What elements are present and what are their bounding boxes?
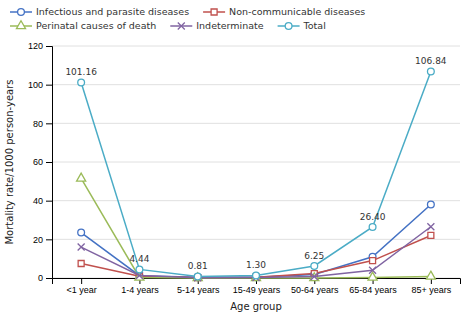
marks [77, 68, 436, 281]
legend-marker [285, 23, 292, 30]
y-tick-mark [46, 278, 52, 279]
y-tick-mark [46, 85, 52, 86]
point-marker [77, 173, 86, 181]
x-axis-title: Age group [230, 301, 282, 312]
point-marker [428, 232, 434, 238]
point-marker [427, 68, 434, 75]
legend-item: Total [278, 20, 326, 31]
y-tick: 80 [33, 119, 52, 129]
legend-item: Non-communicable diseases [203, 6, 365, 17]
y-tick-label: 100 [28, 80, 43, 90]
data-label: 106.84 [415, 56, 447, 66]
x-tick-label: 5-14 years [177, 285, 220, 295]
grid [52, 46, 460, 278]
y-tick-mark [46, 46, 52, 47]
point-marker [370, 258, 376, 264]
point-marker [251, 273, 260, 281]
point-marker [194, 273, 201, 280]
series-line [81, 71, 431, 276]
x-tick-label: 15-49 years [233, 285, 281, 295]
y-tick-mark [46, 239, 52, 240]
y-tick: 40 [33, 196, 52, 206]
y-tick-label: 40 [33, 196, 43, 206]
x-tick-label: <1 year [67, 285, 97, 295]
data-label: 101.16 [65, 67, 97, 77]
y-axis: 0 20 40 60 80 100 120 [28, 41, 53, 283]
x-tick: <1 year [67, 278, 97, 295]
legend-item: Perinatal causes of death [10, 20, 156, 31]
data-label: 6.25 [304, 251, 324, 261]
y-tick-label: 60 [33, 157, 43, 167]
point-marker [78, 79, 85, 86]
legend-item: Infectious and parasite diseases [10, 6, 189, 17]
data-label: 26.40 [360, 212, 386, 222]
grid-line [52, 162, 460, 163]
point-marker [426, 271, 435, 279]
data-label: 1.30 [246, 260, 266, 270]
x-tick-label: 50-64 years [291, 285, 339, 295]
plot: 0 20 40 60 80 100 120 <1 year 1-4 years 5-14 year… [28, 41, 461, 295]
y-axis-line [46, 47, 53, 279]
data-label: 0.81 [188, 261, 208, 271]
grid-line [52, 84, 460, 85]
point-marker [311, 273, 318, 280]
point-marker [311, 263, 318, 270]
legend-marker [211, 9, 217, 15]
point-marker [78, 244, 85, 251]
y-axis-title: Mortality rate/1000 person-years [4, 79, 15, 244]
y-tick-label: 120 [28, 41, 43, 51]
legend-item: Indeterminate [170, 20, 263, 31]
data-label: 4.44 [129, 254, 149, 264]
y-tick: 60 [33, 157, 52, 167]
data-labels: 101.16 4.44 0.81 1.30 6.25 26.40 106.84 [65, 56, 446, 271]
y-tick: 0 [38, 273, 52, 283]
point-marker [369, 267, 376, 274]
x-tick-mark [81, 278, 82, 284]
grid-line [52, 46, 460, 47]
legend-label: Total [303, 20, 326, 31]
y-tick: 100 [28, 80, 52, 90]
grid-line [52, 239, 460, 240]
legend-label: Infectious and parasite diseases [36, 6, 189, 17]
point-marker [427, 201, 434, 208]
legend-label: Non-communicable diseases [229, 6, 365, 17]
x-tick-label: 1-4 years [121, 285, 159, 295]
point-marker [369, 224, 376, 231]
y-tick-mark [46, 201, 52, 202]
point-marker [78, 229, 85, 236]
legend-marker [18, 9, 25, 16]
y-tick: 120 [28, 41, 52, 51]
point-marker [136, 266, 143, 273]
grid-line [52, 200, 460, 201]
y-tick-label: 0 [38, 273, 43, 283]
y-tick-label: 80 [33, 119, 43, 129]
y-tick-mark [46, 123, 52, 124]
point-marker [194, 274, 201, 281]
y-tick-label: 20 [33, 235, 43, 245]
legend-marker [16, 21, 25, 29]
x-tick: 85+ years [411, 278, 451, 295]
series-line [81, 178, 431, 278]
y-tick: 20 [33, 235, 52, 245]
legend-label: Indeterminate [196, 20, 263, 31]
legend-marker [178, 23, 185, 30]
legend: Infectious and parasite diseases Non-comm… [10, 6, 365, 31]
series-line [81, 235, 431, 277]
point-marker [78, 261, 84, 267]
x-tick-label: 65-84 years [349, 285, 397, 295]
y-tick-mark [46, 162, 52, 163]
point-marker [193, 273, 202, 281]
point-marker [253, 272, 260, 279]
chart: Infectious and parasite diseases Non-comm… [0, 0, 474, 316]
grid-line [52, 123, 460, 124]
legend-label: Perinatal causes of death [36, 20, 156, 31]
x-tick-label: 85+ years [411, 285, 451, 295]
point-marker [427, 223, 434, 230]
